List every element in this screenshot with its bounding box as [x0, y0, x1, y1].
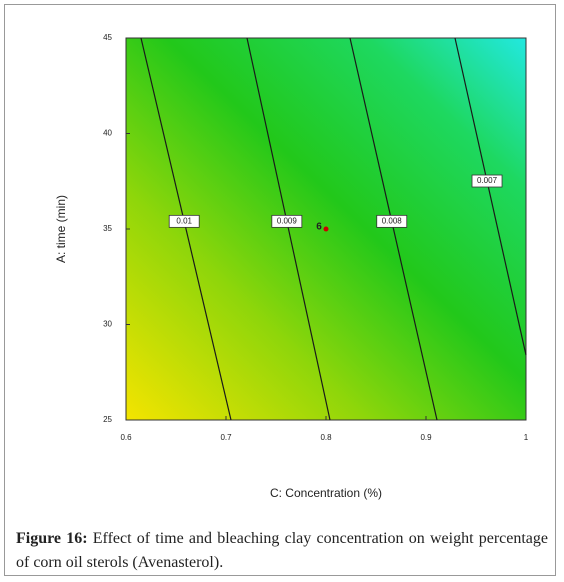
- y-tick-label: 25: [103, 415, 112, 424]
- contour-label-box: [471, 174, 503, 188]
- contour-label: 0.01: [176, 216, 192, 225]
- x-tick-label: 0.9: [420, 433, 432, 442]
- x-tick-label: 0.8: [320, 433, 332, 442]
- figure-frame: [4, 4, 556, 576]
- design-point-label: 6: [316, 222, 322, 233]
- contour-label-box: [271, 214, 303, 228]
- contour-line: [246, 37, 331, 421]
- y-tick-label: 35: [103, 224, 112, 233]
- contour-label: 0.009: [277, 216, 298, 225]
- x-axis-label: C: Concentration (%): [270, 486, 382, 500]
- caption: Figure 16: Effect of time and bleaching …: [16, 527, 548, 575]
- x-tick-label: 0.7: [220, 433, 232, 442]
- x-tick-label: 0.6: [120, 433, 132, 442]
- y-tick-label: 45: [103, 33, 112, 42]
- contour-line: [349, 37, 438, 421]
- design-point: [323, 226, 329, 232]
- contour-label-box: [168, 214, 200, 228]
- contour-label: 0.008: [382, 216, 403, 225]
- contour-label-box: [376, 214, 408, 228]
- contour-line: [140, 37, 232, 421]
- contour-label: 0.007: [477, 176, 498, 185]
- y-axis-label: A: time (min): [54, 195, 68, 263]
- x-tick-label: 1: [524, 433, 529, 442]
- caption-text: Effect of time and bleaching clay concen…: [16, 530, 548, 571]
- caption-label: Figure 16:: [16, 530, 88, 547]
- y-tick-label: 30: [103, 320, 112, 329]
- y-tick-label: 40: [103, 129, 112, 138]
- chart: C: Concentration (%) A: time (min) 0.6 0.…: [54, 33, 529, 500]
- contour-line: [454, 37, 527, 356]
